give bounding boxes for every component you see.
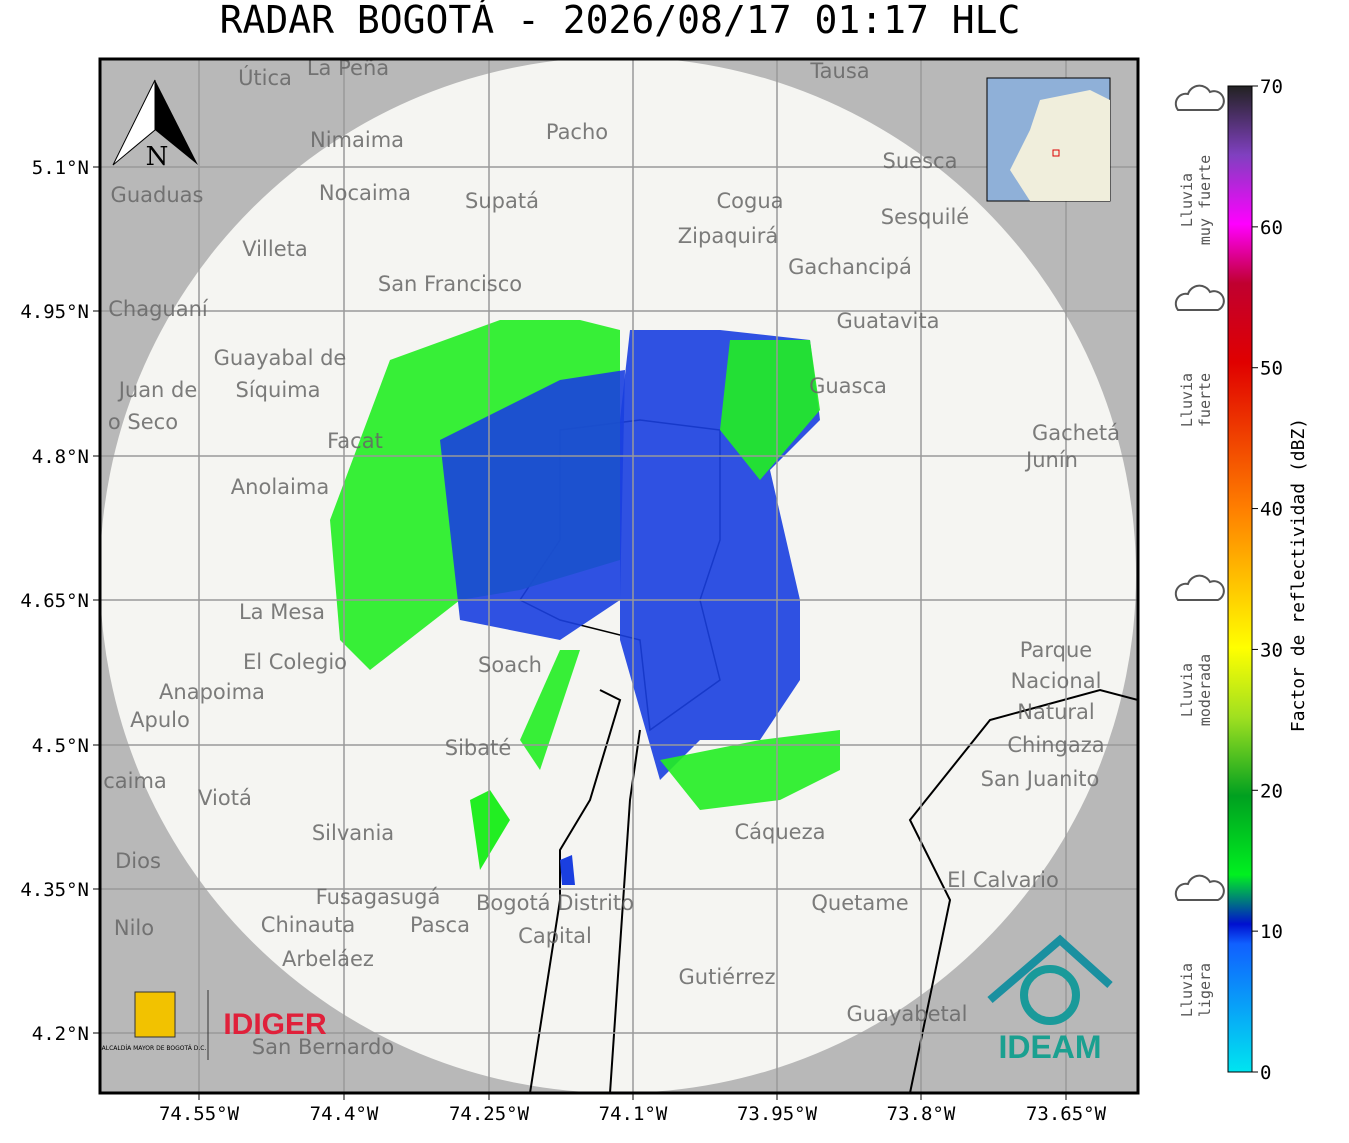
place-label: Arbeláez (282, 947, 374, 971)
place-label: Nimaima (310, 128, 404, 152)
colorbar-tick-label: 0 (1260, 1062, 1271, 1084)
place-label: Pasca (410, 913, 470, 937)
place-label: San Juanito (981, 767, 1100, 791)
place-label: Cogua (716, 189, 783, 213)
map: Útica La Peña Tausa Nimaima Pacho Guaduas Noca… (100, 56, 1138, 1093)
colorbar (1227, 85, 1253, 1073)
x-tick-label: 74.25°W (449, 1103, 530, 1125)
place-label: Villeta (242, 237, 307, 261)
place-label: Silvania (312, 821, 394, 845)
idiger-logo: IDIGER (223, 1008, 327, 1041)
place-label: caima (103, 769, 167, 793)
colorbar-tick-label: 20 (1260, 780, 1283, 802)
place-label: Chaguaní (108, 297, 209, 321)
place-label: Pacho (546, 120, 608, 144)
place-label: Junín (1024, 448, 1078, 472)
place-label: Chinauta (261, 913, 355, 937)
place-label: Tausa (809, 59, 869, 83)
y-tick-label: 4.5°N (32, 735, 89, 757)
colorbar-tick-label: 50 (1260, 358, 1283, 380)
x-tick-label: 73.8°W (887, 1103, 956, 1125)
rain-label: fuerte (1196, 373, 1214, 427)
place-label: Sesquilé (881, 205, 969, 229)
rain-icon (1174, 84, 1225, 111)
place-label: Anapoima (159, 680, 265, 704)
place-label: Quetame (811, 891, 908, 915)
rain-icon (1174, 874, 1225, 901)
place-label: Útica (238, 65, 292, 90)
x-tick-label: 74.4°W (310, 1103, 379, 1125)
place-label: San Francisco (378, 272, 522, 296)
place-label: El Calvario (947, 868, 1059, 892)
ideam-logo: IDEAM (998, 1029, 1101, 1065)
place-label: Capital (518, 924, 592, 948)
colorbar-tick-label: 10 (1260, 921, 1283, 943)
place-label: Natural (1017, 700, 1094, 724)
place-label: Anolaima (231, 475, 329, 499)
y-tick-label: 4.2°N (32, 1023, 89, 1045)
y-tick-label: 4.65°N (20, 590, 89, 612)
place-label: Juan de (117, 378, 198, 402)
rain-icon (1174, 574, 1225, 601)
place-label: Chingaza (1007, 733, 1104, 757)
place-label: Cáqueza (735, 820, 826, 844)
x-tick-label: 73.95°W (737, 1103, 818, 1125)
place-label: Sibaté (445, 736, 512, 760)
place-label: Gutiérrez (679, 965, 776, 989)
place-label: Viotá (198, 786, 252, 810)
place-label: Nilo (114, 916, 154, 940)
rain-label: moderada (1196, 654, 1214, 726)
place-label: Nacional (1011, 669, 1102, 693)
alcaldia-logo: ALCALDÍA MAYOR DE BOGOTÁ D.C. (102, 1045, 207, 1052)
place-label: Guaduas (111, 183, 204, 207)
place-label: Fusagasugá (316, 885, 441, 909)
x-tick-label: 73.65°W (1026, 1103, 1107, 1125)
colorbar-tick-label: 30 (1260, 639, 1283, 661)
rain-icon (1174, 284, 1225, 311)
rain-label: Lluvia (1178, 963, 1196, 1017)
place-label: Parque (1020, 638, 1092, 662)
rain-label: Lluvia (1178, 373, 1196, 427)
place-label: Soach (478, 653, 542, 677)
place-label: Dios (115, 849, 161, 873)
place-label: Guasca (809, 374, 887, 398)
y-tick-label: 4.35°N (20, 879, 89, 901)
place-label: Guatavita (837, 309, 940, 333)
rain-label: Lluvia (1178, 173, 1196, 227)
colorbar-label: Factor de reflectividad (dBZ) (1288, 418, 1309, 732)
colorbar-tick-label: 40 (1260, 499, 1283, 521)
place-label: Nocaima (319, 181, 411, 205)
place-label: o Seco (108, 410, 178, 434)
place-label: El Colegio (243, 650, 347, 674)
place-label: Suesca (883, 149, 958, 173)
place-label: Zipaquirá (678, 224, 778, 248)
rain-label: ligera (1196, 963, 1214, 1017)
place-label: La Peña (307, 56, 389, 80)
place-label: Supatá (465, 189, 539, 213)
y-tick-label: 4.95°N (20, 301, 89, 323)
rain-label: muy fuerte (1196, 155, 1214, 245)
north-label: N (146, 142, 169, 172)
place-label: Facat (327, 429, 383, 453)
y-tick-label: 5.1°N (32, 157, 89, 179)
y-tick-label: 4.8°N (32, 446, 89, 468)
place-label: Gachancipá (788, 255, 912, 279)
title: RADAR BOGOTÁ - 2026/08/17 01:17 HLC (220, 0, 1021, 42)
place-label: Guayabal de (214, 346, 347, 370)
x-tick-label: 74.55°W (159, 1103, 240, 1125)
place-label: Apulo (130, 708, 190, 732)
place-label: Guayabetal (847, 1002, 968, 1026)
place-label: La Mesa (239, 600, 325, 624)
place-label: Bogotá Distrito (476, 891, 634, 915)
place-label: Síquima (236, 378, 321, 402)
rain-label: Lluvia (1178, 663, 1196, 717)
colorbar-tick-label: 70 (1260, 76, 1283, 98)
colorbar-tick-label: 60 (1260, 217, 1283, 239)
place-label: San Bernardo (252, 1035, 394, 1059)
place-label: Gachetá (1032, 421, 1120, 445)
x-tick-label: 74.1°W (599, 1103, 668, 1125)
